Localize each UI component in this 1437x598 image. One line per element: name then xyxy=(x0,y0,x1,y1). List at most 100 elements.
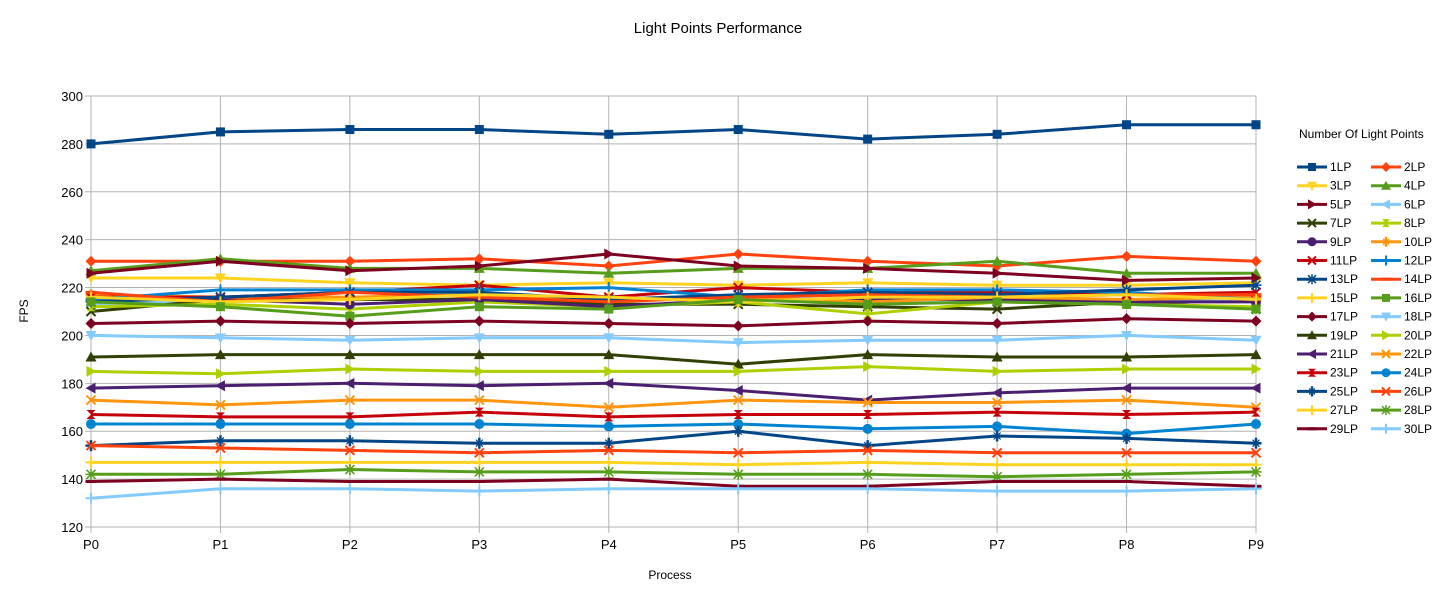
data-point-24LP-P0 xyxy=(86,419,96,430)
data-point-22LP-P9 xyxy=(1250,402,1262,413)
data-point-19LP-P4 xyxy=(603,349,615,360)
series-line-16LP xyxy=(90,298,1257,318)
data-point-27LP-P4 xyxy=(603,456,615,468)
data-point-21LP-P2 xyxy=(344,377,355,389)
series-line-1LP xyxy=(90,123,1256,146)
data-point-16LP-P1 xyxy=(215,302,225,312)
series-line-23LP xyxy=(90,410,1257,419)
data-point-21LP-P8 xyxy=(1121,382,1132,394)
data-point-24LP-P2 xyxy=(344,419,355,430)
data-point-18LP-P5 xyxy=(732,338,744,349)
x-tick-label: P7 xyxy=(989,537,1005,552)
series-5LP xyxy=(86,248,1262,286)
legend-marker-27LP xyxy=(1307,405,1317,416)
x-tick-label: P8 xyxy=(1119,537,1135,552)
data-point-3LP-P6 xyxy=(862,278,874,289)
data-point-16LP-P8 xyxy=(1122,299,1132,309)
series-28LP xyxy=(85,464,1262,483)
data-point-30LP-P2 xyxy=(344,483,356,495)
series-line-27LP xyxy=(91,460,1256,467)
series-30LP xyxy=(85,483,1262,504)
data-point-5LP-P5 xyxy=(733,260,744,272)
legend-label: 2LP xyxy=(1404,160,1425,174)
data-point-28LP-P4 xyxy=(603,466,615,478)
data-point-30LP-P3 xyxy=(473,485,485,497)
data-point-22LP-P4 xyxy=(603,402,614,413)
legend-marker-19LP xyxy=(1307,330,1317,340)
legend-label: 9LP xyxy=(1330,235,1351,249)
data-point-17LP-P6 xyxy=(862,315,874,327)
data-point-30LP-P9 xyxy=(1250,483,1262,495)
y-axis-label: FPS xyxy=(17,299,31,322)
series-18LP xyxy=(85,330,1262,349)
data-point-17LP-P2 xyxy=(344,317,356,329)
data-point-11LP-P5 xyxy=(733,282,744,293)
legend-item-15LP: 15LP xyxy=(1297,291,1358,305)
series-21LP xyxy=(85,377,1261,406)
data-point-25LP-P8 xyxy=(1121,432,1133,444)
data-point-21LP-P5 xyxy=(732,385,743,397)
series-24LP xyxy=(86,419,1261,439)
data-point-17LP-P8 xyxy=(1121,313,1133,325)
data-point-13LP-P5 xyxy=(732,289,744,301)
data-point-26LP-P4 xyxy=(603,445,614,456)
data-point-3LP-P5 xyxy=(732,280,744,291)
data-point-5LP-P1 xyxy=(215,255,226,267)
data-point-27LP-P1 xyxy=(214,456,226,468)
legend-item-27LP: 27LP xyxy=(1297,403,1358,417)
data-point-5LP-P9 xyxy=(1251,272,1262,284)
data-point-20LP-P0 xyxy=(86,365,97,377)
data-point-8LP-P6 xyxy=(863,309,873,319)
data-point-30LP-P7 xyxy=(991,485,1003,497)
data-point-25LP-P4 xyxy=(603,437,615,449)
y-tick-label: 140 xyxy=(61,472,83,487)
data-point-28LP-P6 xyxy=(862,468,874,480)
legend-item-5LP: 5LP xyxy=(1297,197,1351,211)
y-tick-label: 200 xyxy=(61,328,83,343)
data-point-19LP-P0 xyxy=(85,351,97,362)
data-point-16LP-P0 xyxy=(86,297,96,307)
legend-item-17LP: 17LP xyxy=(1297,310,1358,324)
data-point-18LP-P0 xyxy=(85,330,97,341)
legend-item-25LP: 25LP xyxy=(1297,384,1358,398)
legend-item-3LP: 3LP xyxy=(1297,179,1351,193)
legend-label: 22LP xyxy=(1404,347,1432,361)
data-point-16LP-P7 xyxy=(992,297,1002,307)
legend-label: 25LP xyxy=(1330,384,1358,398)
legend-label: 14LP xyxy=(1404,272,1432,286)
x-axis-label: Process xyxy=(648,568,691,582)
legend-label: 23LP xyxy=(1330,366,1358,380)
data-point-26LP-P7 xyxy=(991,447,1003,458)
data-point-16LP-P3 xyxy=(474,302,484,312)
legend-marker-24LP xyxy=(1381,368,1391,378)
data-point-27LP-P0 xyxy=(85,456,97,468)
x-tick-label: P5 xyxy=(730,537,746,552)
legend-label: 6LP xyxy=(1404,197,1425,211)
data-point-20LP-P8 xyxy=(1122,363,1133,375)
data-point-25LP-P7 xyxy=(991,430,1003,442)
data-point-20LP-P4 xyxy=(604,365,615,377)
series-line-18LP xyxy=(90,333,1257,345)
data-point-22LP-P0 xyxy=(85,394,97,406)
legend-marker-14LP xyxy=(1381,277,1391,281)
data-point-1LP-P8 xyxy=(1122,120,1132,130)
data-point-28LP-P2 xyxy=(344,464,356,476)
data-point-28LP-P3 xyxy=(473,466,485,478)
data-point-17LP-P9 xyxy=(1250,315,1262,327)
legend-marker-18LP xyxy=(1381,312,1391,322)
legend-item-30LP: 30LP xyxy=(1371,422,1432,436)
legend-marker-8LP xyxy=(1382,219,1390,228)
data-point-22LP-P7 xyxy=(991,397,1003,408)
legend-label: 10LP xyxy=(1404,235,1432,249)
legend-item-16LP: 16LP xyxy=(1371,291,1432,305)
data-point-29LP-P1 xyxy=(214,477,226,481)
legend-marker-3LP xyxy=(1307,181,1317,191)
data-point-2LP-P2 xyxy=(344,255,356,267)
legend-marker-4LP xyxy=(1381,180,1391,190)
data-point-20LP-P7 xyxy=(992,365,1003,377)
data-point-18LP-P1 xyxy=(214,333,226,344)
data-point-12LP-P4 xyxy=(603,282,615,294)
data-point-28LP-P8 xyxy=(1121,468,1133,480)
series-line-26LP xyxy=(90,444,1256,455)
